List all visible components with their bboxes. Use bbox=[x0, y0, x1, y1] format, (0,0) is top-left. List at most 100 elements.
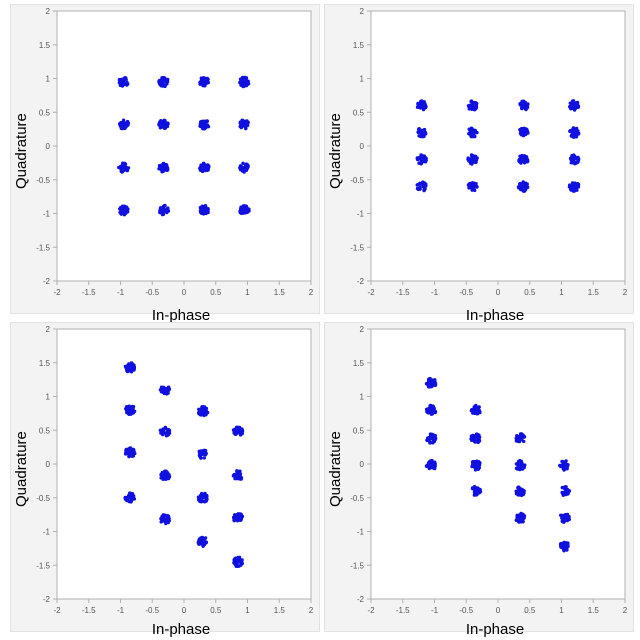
y-tick-label: -0.5 bbox=[350, 494, 364, 503]
x-tick-label: -1.5 bbox=[82, 288, 96, 297]
data-point bbox=[120, 125, 124, 129]
data-point bbox=[522, 489, 526, 493]
data-point bbox=[432, 381, 436, 386]
data-point bbox=[157, 167, 161, 171]
constellation-cluster bbox=[558, 459, 570, 472]
data-point bbox=[515, 513, 519, 517]
data-point bbox=[165, 388, 169, 393]
x-tick-label: 0.5 bbox=[210, 606, 222, 615]
data-point bbox=[420, 99, 424, 103]
constellation-cluster bbox=[514, 458, 527, 472]
constellation-cluster bbox=[470, 459, 482, 472]
constellation-cluster bbox=[198, 204, 210, 216]
data-point bbox=[475, 130, 479, 135]
data-point bbox=[472, 460, 477, 464]
constellation-cluster bbox=[415, 99, 428, 112]
data-point bbox=[129, 446, 133, 451]
data-point bbox=[575, 188, 579, 192]
x-tick-label: -2 bbox=[367, 606, 375, 615]
y-tick-label: 2 bbox=[360, 7, 365, 16]
data-point bbox=[563, 544, 567, 548]
data-point bbox=[516, 486, 520, 490]
data-point bbox=[522, 131, 526, 135]
data-point bbox=[470, 131, 474, 136]
constellation-cluster bbox=[469, 403, 482, 416]
data-point bbox=[239, 207, 243, 211]
data-point bbox=[202, 456, 206, 460]
data-point bbox=[428, 466, 432, 470]
x-axis-label: In-phase bbox=[151, 307, 211, 324]
data-point bbox=[517, 519, 521, 523]
constellation-cluster bbox=[514, 432, 527, 444]
data-point bbox=[202, 208, 207, 212]
data-point bbox=[163, 425, 168, 430]
data-point bbox=[518, 158, 522, 162]
data-point bbox=[239, 477, 243, 481]
scatter-chart-3: -2 -1.5 -1 -0.5 0 0.5 1 1.5 2 2 1.5 1 0.5 0 -0.5 -1 -1.5… bbox=[36, 325, 314, 615]
data-point bbox=[120, 79, 124, 83]
x-tick-label: -1 bbox=[117, 288, 125, 297]
constellation-cluster bbox=[238, 118, 250, 131]
chart-panel-top-right: -2 -1.5 -1 -0.5 0 0.5 1 1.5 2 2 1.5 1 0.5 0 -0.5 -1 -1.5… bbox=[324, 4, 634, 324]
data-point bbox=[469, 105, 474, 110]
constellation-cluster bbox=[118, 118, 131, 131]
y-tick-label: 1 bbox=[46, 75, 51, 84]
data-point bbox=[563, 486, 567, 490]
data-point bbox=[201, 544, 205, 548]
constellation-cluster bbox=[238, 161, 250, 174]
plot-area bbox=[56, 328, 312, 600]
data-point bbox=[474, 432, 479, 437]
constellation-cluster bbox=[197, 405, 210, 418]
data-point bbox=[427, 438, 431, 442]
constellation-cluster bbox=[231, 512, 245, 523]
constellation-cluster bbox=[568, 153, 581, 166]
y-tick-label: -2 bbox=[357, 277, 365, 286]
constellation-cluster bbox=[159, 513, 171, 526]
constellation-cluster bbox=[518, 126, 530, 138]
y-tick-label: 1.5 bbox=[353, 41, 365, 50]
data-point bbox=[128, 493, 132, 498]
x-tick-label: 2 bbox=[623, 288, 628, 297]
data-point bbox=[197, 496, 201, 501]
x-tick-label: 1.5 bbox=[588, 288, 600, 297]
data-point bbox=[520, 433, 524, 438]
y-axis-label: Quadrature bbox=[13, 431, 30, 507]
data-point bbox=[119, 207, 124, 211]
data-point bbox=[131, 449, 135, 453]
x-tick-label: -1.5 bbox=[396, 606, 410, 615]
constellation-cluster bbox=[559, 512, 571, 524]
data-point bbox=[428, 441, 433, 445]
data-point bbox=[417, 134, 421, 138]
data-point bbox=[160, 472, 164, 477]
constellation-cluster bbox=[466, 181, 479, 193]
data-point bbox=[472, 464, 476, 468]
data-point bbox=[245, 166, 249, 171]
data-point bbox=[199, 536, 203, 540]
x-tick-label: 2 bbox=[309, 288, 314, 297]
data-point bbox=[238, 428, 242, 432]
data-point bbox=[515, 434, 519, 438]
data-point bbox=[123, 495, 128, 500]
data-point bbox=[474, 493, 479, 497]
data-point bbox=[515, 516, 519, 520]
data-point bbox=[240, 166, 244, 170]
data-point bbox=[566, 515, 570, 520]
constellation-cluster bbox=[415, 153, 428, 166]
y-axis-label: Quadrature bbox=[327, 431, 344, 507]
data-point bbox=[520, 491, 524, 496]
data-point bbox=[159, 78, 163, 82]
y-tick-label: -1 bbox=[43, 210, 51, 219]
data-point bbox=[166, 385, 171, 389]
data-point bbox=[161, 169, 165, 173]
chart-panel-bottom-left: -2 -1.5 -1 -0.5 0 0.5 1 1.5 2 2 1.5 1 0.5 0 -0.5 -1 -1.5… bbox=[10, 322, 320, 638]
data-point bbox=[571, 106, 575, 110]
data-point bbox=[477, 466, 481, 470]
data-point bbox=[233, 430, 237, 434]
data-point bbox=[423, 181, 427, 186]
y-tick-label: -0.5 bbox=[36, 176, 50, 185]
data-point bbox=[518, 182, 522, 186]
data-point bbox=[522, 155, 527, 160]
constellation-cluster bbox=[517, 153, 530, 165]
constellation-cluster bbox=[238, 204, 251, 216]
chart-panel-top-left: -2 -1.5 -1 -0.5 0 0.5 1 1.5 2 2 1.5 1 0.5 0 -0.5 -1 -1.5… bbox=[10, 4, 320, 324]
